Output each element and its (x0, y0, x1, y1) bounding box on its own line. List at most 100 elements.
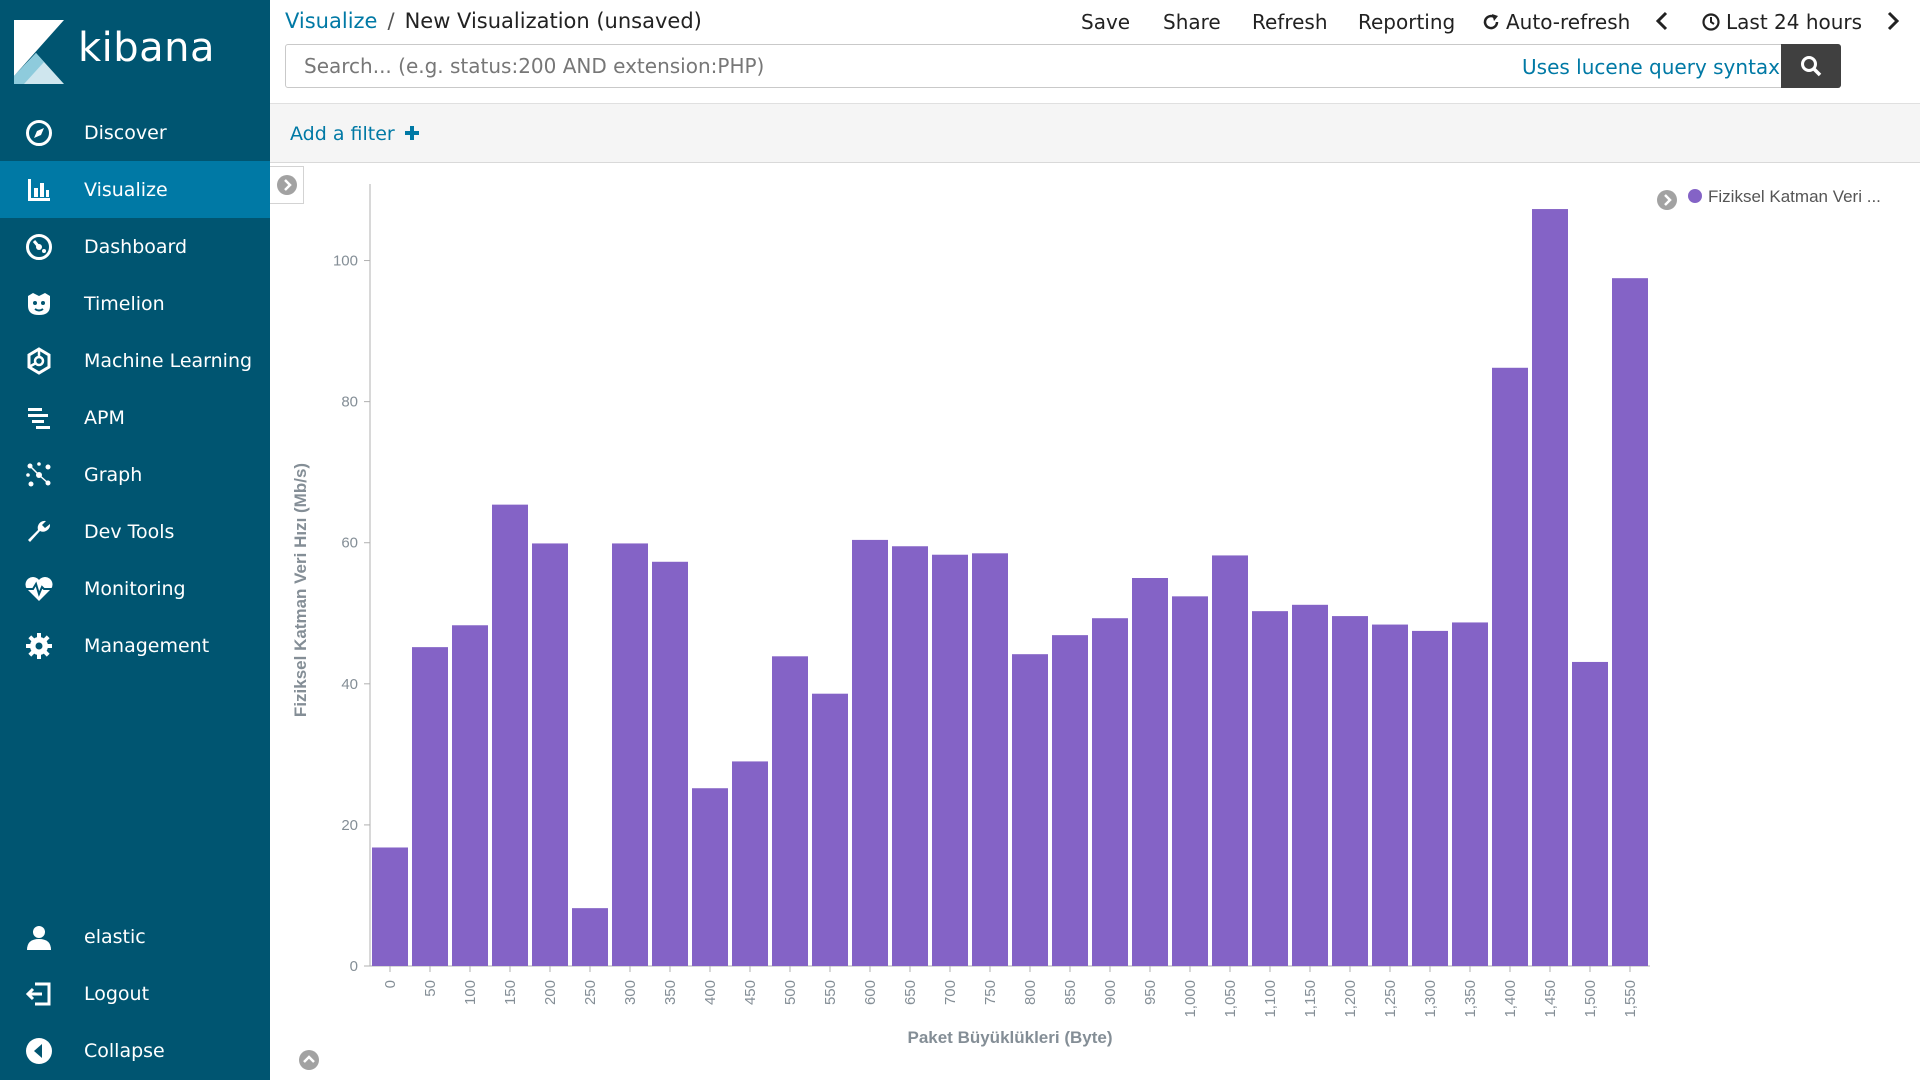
sidebar-item-machine-learning[interactable]: Machine Learning (0, 332, 270, 389)
x-tick-label: 1,550 (1622, 980, 1639, 1018)
clock-icon (1702, 13, 1720, 31)
top-nav: Visualize / New Visualization (unsaved) Sa… (270, 0, 1920, 44)
refresh-button[interactable]: Refresh (1252, 10, 1328, 34)
y-axis-title: Fiziksel Katman Veri Hızı (Mb/s) (291, 463, 310, 717)
timelion-icon (24, 289, 54, 319)
x-tick-label: 1,050 (1222, 980, 1239, 1018)
x-tick-label: 600 (862, 980, 879, 1005)
sidebar-item-label: Machine Learning (84, 349, 253, 372)
sidebar-item-apm[interactable]: APM (0, 389, 270, 446)
collapse-icon (24, 1036, 54, 1066)
bar (452, 625, 488, 966)
y-tick-label: 100 (333, 253, 358, 270)
bar (612, 543, 648, 966)
bar (812, 693, 848, 966)
share-button[interactable]: Share (1163, 10, 1221, 34)
sidebar-item-management[interactable]: Management (0, 617, 270, 674)
bar (372, 847, 408, 966)
search-button[interactable] (1781, 44, 1841, 88)
y-tick-label: 40 (341, 676, 358, 693)
x-tick-label: 400 (702, 980, 719, 1005)
sidebar-item-graph[interactable]: Graph (0, 446, 270, 503)
chevron-right-icon (1887, 11, 1900, 31)
time-range-label: Last 24 hours (1726, 10, 1863, 34)
x-tick-label: 450 (742, 980, 759, 1005)
y-tick-label: 60 (341, 535, 358, 552)
toggle-editor-button[interactable] (270, 166, 304, 204)
bar-chart: 0 20 40 60 80 100 0 50 100 150 200 250 300 350 400 450 5… (291, 184, 1881, 1047)
x-tick-label: 200 (542, 980, 559, 1005)
compass-icon (24, 118, 54, 148)
bar (652, 561, 688, 966)
wrench-icon (24, 517, 54, 547)
sidebar-item-label: Graph (84, 463, 143, 486)
lucene-syntax-link[interactable]: Uses lucene query syntax (1522, 55, 1780, 79)
x-tick-label: 250 (582, 980, 599, 1005)
kibana-logo-icon (14, 20, 64, 84)
sidebar-item-dashboard[interactable]: Dashboard (0, 218, 270, 275)
search-input[interactable] (286, 45, 1546, 87)
sidebar-item-user[interactable]: elastic (0, 908, 270, 965)
bar (692, 788, 728, 966)
search-bar: Uses lucene query syntax (285, 44, 1841, 88)
x-tick-label: 650 (902, 980, 919, 1005)
sidebar-item-monitoring[interactable]: Monitoring (0, 560, 270, 617)
sidebar-item-label: Management (84, 634, 210, 657)
x-tick-label: 150 (502, 980, 519, 1005)
sidebar-item-label: Dashboard (84, 235, 188, 258)
sidebar-item-collapse[interactable]: Collapse (0, 1022, 270, 1079)
sidebar-item-timelion[interactable]: Timelion (0, 275, 270, 332)
bar (1452, 622, 1488, 966)
legend-swatch (1688, 189, 1702, 203)
bar (1372, 624, 1408, 966)
sidebar-item-discover[interactable]: Discover (0, 104, 270, 161)
chevron-left-icon (1655, 11, 1668, 31)
bar (892, 546, 928, 966)
auto-refresh-button[interactable]: Auto-refresh (1482, 10, 1630, 34)
bar (972, 553, 1008, 966)
save-button[interactable]: Save (1081, 10, 1131, 34)
x-tick-label: 950 (1142, 980, 1159, 1005)
graph-icon (24, 460, 54, 490)
sidebar-item-label: Monitoring (84, 577, 186, 600)
bar (1572, 661, 1608, 966)
x-tick-label: 1,300 (1422, 980, 1439, 1018)
search-icon (1801, 56, 1822, 77)
bar (1332, 616, 1368, 966)
x-tick-label: 1,350 (1462, 980, 1479, 1018)
x-tick-label: 1,500 (1582, 980, 1599, 1018)
logout-icon (24, 979, 54, 1009)
legend-toggle-icon[interactable] (1657, 190, 1677, 210)
time-picker-button[interactable]: Last 24 hours (1702, 10, 1862, 34)
sidebar-item-visualize[interactable]: Visualize (0, 161, 270, 218)
bar (852, 539, 888, 966)
gear-icon (24, 631, 54, 661)
legend-label: Fiziksel Katman Veri ... (1708, 187, 1881, 206)
bar (1492, 367, 1528, 966)
x-tick-label: 1,400 (1502, 980, 1519, 1018)
breadcrumb-visualize-link[interactable]: Visualize (285, 9, 378, 33)
x-tick-label: 550 (822, 980, 839, 1005)
bar (1052, 635, 1088, 966)
sidebar-item-logout[interactable]: Logout (0, 965, 270, 1022)
bar (572, 908, 608, 966)
add-filter-button[interactable]: Add a filter (290, 123, 420, 145)
x-tick-label: 1,000 (1182, 980, 1199, 1018)
sidebar-item-label: Logout (84, 982, 150, 1005)
sidebar-item-label: Collapse (84, 1039, 165, 1062)
heartbeat-icon (24, 574, 54, 604)
time-back-button[interactable] (1655, 11, 1669, 36)
sidebar-item-label: Discover (84, 121, 167, 144)
sidebar-item-dev-tools[interactable]: Dev Tools (0, 503, 270, 560)
kibana-logo[interactable]: kibana (14, 20, 215, 84)
time-forward-button[interactable] (1886, 11, 1900, 36)
bar (1172, 596, 1208, 966)
auto-refresh-label: Auto-refresh (1506, 10, 1631, 34)
x-tick-label: 1,150 (1302, 980, 1319, 1018)
reporting-button[interactable]: Reporting (1358, 10, 1456, 34)
page-title: New Visualization (unsaved) (404, 9, 702, 33)
bar (1412, 630, 1448, 966)
scroll-top-button[interactable] (298, 1049, 322, 1073)
y-tick-label: 0 (350, 958, 358, 975)
chevron-right-circle-icon (276, 175, 297, 195)
